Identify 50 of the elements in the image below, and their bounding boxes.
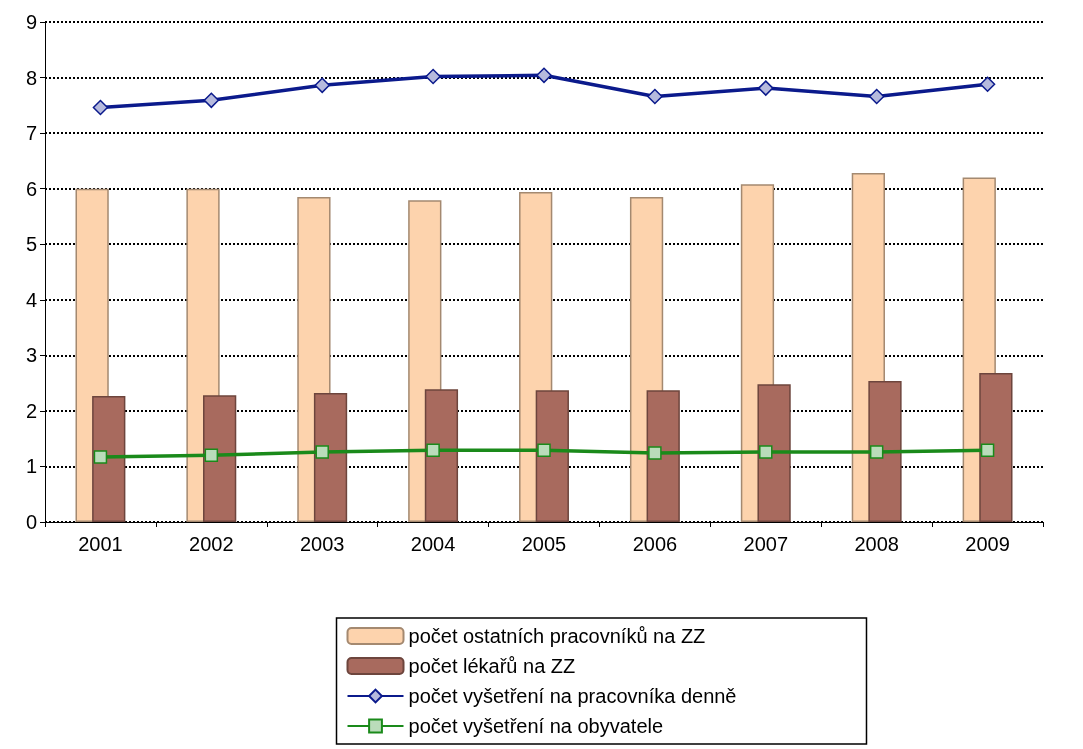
y-tick-label: 8: [25, 66, 37, 89]
point: [979, 76, 996, 92]
point: [426, 443, 440, 458]
y-tick-label: 6: [25, 177, 37, 200]
y-tick-label: 0: [25, 511, 37, 533]
point: [869, 445, 884, 459]
legend-label: počet vyšetření na obyvatele: [408, 715, 664, 737]
bar: [535, 390, 569, 522]
point: [758, 80, 774, 96]
bar: [646, 390, 680, 522]
x-tick-label: 2008: [854, 533, 899, 555]
y-tick-label: 7: [25, 122, 37, 145]
y-tick-label: 2: [25, 399, 37, 422]
x-tick-label: 2006: [632, 533, 678, 555]
point: [648, 446, 662, 460]
bar: [757, 384, 791, 522]
point: [537, 443, 551, 458]
bar: [203, 395, 237, 522]
bar: [979, 373, 1013, 522]
bar: [92, 395, 126, 522]
point: [980, 443, 995, 458]
legend-label: počet lékařů na ZZ: [408, 655, 576, 677]
point: [92, 99, 109, 116]
bar: [868, 380, 902, 522]
point: [536, 67, 552, 84]
x-tick-label: 2001: [78, 533, 123, 555]
x-tick-label: 2007: [743, 533, 789, 555]
point: [204, 448, 219, 463]
y-tick-label: 5: [25, 233, 37, 256]
x-tick-label: 2002: [189, 533, 234, 555]
y-tick-label: 3: [25, 344, 37, 367]
point: [647, 88, 663, 105]
point: [314, 77, 330, 94]
point: [315, 445, 329, 459]
point: [425, 68, 441, 85]
legend-label: počet ostatních pracovníků na ZZ: [408, 625, 706, 647]
x-tick-label: 2005: [521, 533, 567, 555]
bar: [424, 389, 459, 522]
bar: [313, 393, 348, 522]
legend-label: počet vyšetření na pracovníka denně: [408, 685, 737, 707]
point: [93, 450, 108, 464]
point: [868, 88, 885, 105]
x-tick-label: 2004: [410, 533, 456, 555]
y-tick-label: 1: [25, 455, 37, 478]
point: [759, 445, 773, 459]
x-tick-label: 2009: [965, 533, 1010, 555]
x-tick-label: 2003: [299, 533, 345, 555]
point: [203, 92, 220, 109]
y-tick-label: 9: [25, 11, 37, 33]
y-tick-label: 4: [25, 288, 37, 311]
